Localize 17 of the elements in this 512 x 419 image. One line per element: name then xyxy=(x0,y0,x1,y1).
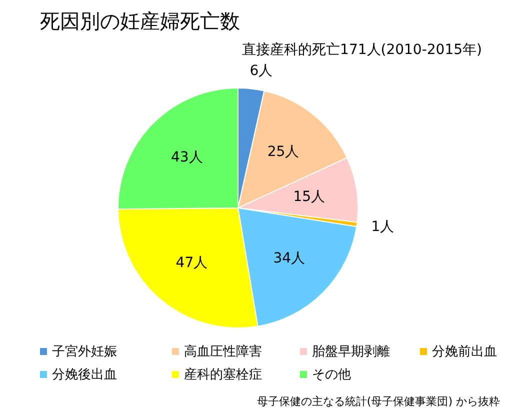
legend-label: その他 xyxy=(312,368,351,382)
data-label: 25人 xyxy=(267,144,300,160)
legend-label: 胎盤早期剥離 xyxy=(312,344,390,360)
data-label: 1人 xyxy=(371,218,394,235)
legend-label: 高血圧性障害 xyxy=(184,344,262,360)
data-label: 15人 xyxy=(293,188,326,205)
legend-label: 分娩前出血 xyxy=(432,344,497,360)
legend-label: 産科的塞栓症 xyxy=(184,366,262,382)
data-label: 34人 xyxy=(273,250,306,267)
data-label: 6人 xyxy=(250,62,273,79)
data-label: 47人 xyxy=(176,255,208,272)
legend-label: 分娩後出血 xyxy=(52,368,117,382)
chart-subtitle: 直接産科的死亡171人(2010-2015年) xyxy=(242,42,482,58)
legend-label: 子宮外妊娠 xyxy=(52,344,117,360)
text: 母子保健の主なる統計(母子保健事業団) から抜粋 xyxy=(256,395,500,408)
data-label: 43人 xyxy=(170,149,203,166)
chart-title: 死因別の妊産婦死亡数 xyxy=(40,9,240,33)
